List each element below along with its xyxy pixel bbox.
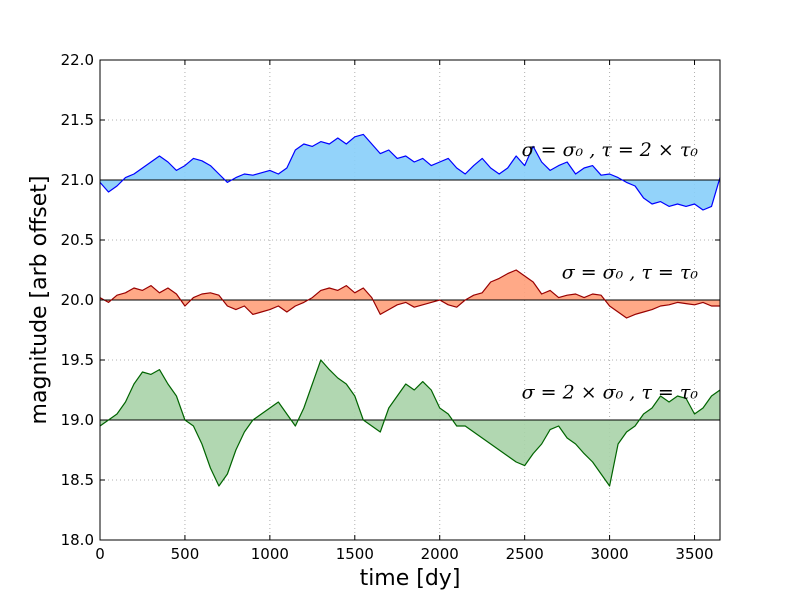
y-tick-label: 21.5 (61, 111, 94, 129)
y-tick-label: 18.5 (61, 471, 94, 489)
x-tick-label: 500 (171, 545, 200, 563)
series-annotation: σ = σ₀ , τ = τ₀ (562, 261, 699, 283)
series-line (99, 269, 720, 319)
x-tick-label: 2000 (421, 545, 459, 563)
y-tick-label: 22.0 (61, 51, 94, 69)
series-3 (99, 359, 721, 487)
x-tick-label: 0 (95, 545, 105, 563)
x-tick-label: 1500 (336, 545, 374, 563)
y-tick-label: 20.0 (61, 291, 94, 309)
y-tick-label: 19.5 (61, 351, 94, 369)
y-tick-label: 19.0 (61, 411, 94, 429)
ticks: 0 500 1000 1500 2000 2500 3000 3500 18.0 18.5 19.0… (61, 51, 720, 563)
series-fill (100, 360, 720, 486)
x-axis-label: time [dy] (360, 566, 461, 591)
series-fill (100, 270, 720, 318)
series-fill (100, 134, 720, 210)
series-2 (99, 269, 720, 319)
y-axis-label: magnitude [arb offset] (27, 176, 52, 425)
series-line (99, 359, 721, 487)
series-annotation: σ = 2 × σ₀ , τ = τ₀ (522, 381, 699, 403)
series-annotation: σ = σ₀ , τ = 2 × τ₀ (522, 139, 699, 161)
y-tick-label: 21.0 (61, 171, 94, 189)
x-tick-label: 3000 (590, 545, 628, 563)
x-tick-label: 3500 (675, 545, 713, 563)
y-tick-label: 18.0 (61, 531, 94, 549)
y-tick-label: 20.5 (61, 231, 94, 249)
series-1 (99, 133, 721, 211)
series-line (99, 133, 721, 211)
x-tick-label: 1000 (251, 545, 289, 563)
x-tick-label: 2500 (506, 545, 544, 563)
annotations: σ = σ₀ , τ = 2 × τ₀ σ = σ₀ , τ = τ₀ σ = 2 … (522, 139, 699, 403)
series-group (99, 133, 721, 487)
